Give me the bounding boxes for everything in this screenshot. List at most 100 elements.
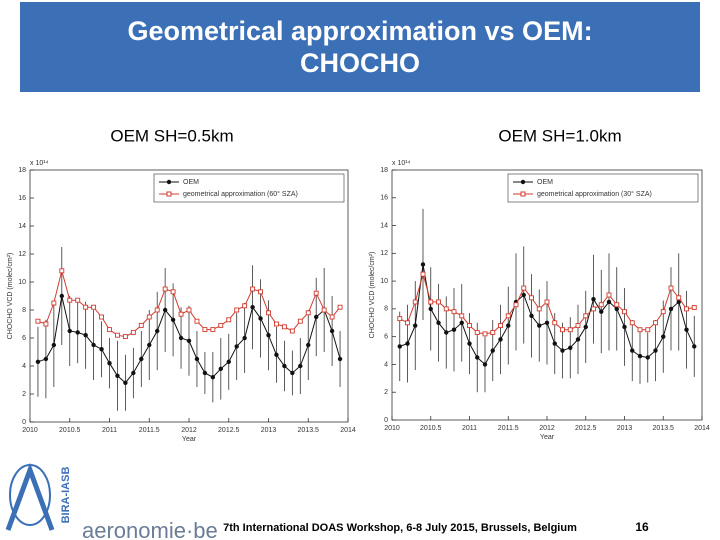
y-tick-label: 8 bbox=[22, 307, 26, 314]
y-axis-label: CHOCHO VCD (molec/cm²) bbox=[369, 252, 376, 339]
y-tick-label: 6 bbox=[384, 334, 388, 341]
x-tick-label: 2013 bbox=[261, 427, 277, 434]
point bbox=[258, 289, 263, 295]
point bbox=[560, 327, 565, 333]
point bbox=[274, 352, 279, 357]
point bbox=[645, 355, 650, 360]
point bbox=[226, 317, 232, 323]
point bbox=[210, 375, 216, 380]
point bbox=[281, 324, 287, 330]
point bbox=[313, 290, 319, 296]
x-tick-label: 2012 bbox=[181, 427, 197, 434]
point bbox=[598, 302, 604, 308]
point bbox=[67, 297, 73, 303]
point bbox=[138, 322, 144, 328]
x-tick-label: 2012.5 bbox=[218, 427, 240, 434]
point bbox=[575, 323, 581, 329]
point bbox=[567, 327, 573, 333]
point bbox=[274, 321, 279, 327]
point bbox=[467, 341, 472, 346]
point bbox=[583, 324, 588, 330]
y-tick-label: 0 bbox=[384, 417, 388, 424]
legend-label: geometrical approximation (30° SZA) bbox=[537, 190, 652, 198]
y-tick-label: 16 bbox=[18, 195, 26, 202]
point bbox=[147, 342, 152, 348]
point bbox=[614, 306, 619, 312]
y-tick-label: 2 bbox=[384, 389, 388, 396]
point bbox=[552, 320, 558, 326]
x-tick-label: 2011.5 bbox=[139, 427, 160, 434]
point bbox=[130, 329, 136, 335]
point bbox=[444, 330, 449, 335]
point bbox=[537, 323, 542, 328]
x-tick-label: 2014 bbox=[340, 427, 356, 434]
point bbox=[258, 316, 263, 321]
point bbox=[194, 318, 200, 324]
y-tick-label: 14 bbox=[18, 223, 26, 230]
point bbox=[35, 318, 41, 324]
y-tick-label: 16 bbox=[380, 195, 388, 202]
point bbox=[266, 333, 271, 338]
legend-marker bbox=[520, 191, 526, 197]
point bbox=[194, 356, 200, 362]
x-tick-label: 2011.5 bbox=[498, 425, 519, 432]
point bbox=[162, 286, 168, 292]
point bbox=[552, 341, 557, 346]
point bbox=[35, 359, 41, 364]
point bbox=[536, 306, 542, 312]
point bbox=[629, 320, 635, 326]
point bbox=[250, 286, 256, 292]
point bbox=[178, 311, 184, 317]
point bbox=[51, 342, 57, 348]
point bbox=[210, 327, 216, 333]
point bbox=[186, 307, 192, 313]
point bbox=[506, 323, 511, 328]
point bbox=[91, 342, 96, 348]
logo: aeronomie·be BIRA-IASB bbox=[5, 462, 218, 540]
point bbox=[606, 299, 612, 305]
point bbox=[661, 334, 666, 339]
point bbox=[436, 320, 441, 325]
point bbox=[575, 337, 581, 342]
point bbox=[405, 341, 410, 346]
legend-marker bbox=[520, 179, 526, 185]
point bbox=[668, 306, 674, 312]
point bbox=[622, 309, 627, 315]
point bbox=[591, 306, 596, 312]
point bbox=[544, 320, 550, 325]
point bbox=[691, 305, 697, 310]
point bbox=[250, 305, 255, 310]
y-tick-label: 2 bbox=[22, 391, 26, 398]
point bbox=[684, 306, 689, 312]
y-tick-label: 18 bbox=[18, 167, 26, 174]
point bbox=[329, 328, 335, 334]
x-axis-label: Year bbox=[540, 434, 555, 441]
point bbox=[692, 344, 697, 349]
point bbox=[59, 268, 65, 274]
point bbox=[155, 328, 160, 334]
point bbox=[329, 314, 335, 320]
point bbox=[405, 320, 410, 326]
point bbox=[521, 292, 526, 298]
point bbox=[599, 309, 604, 314]
y-multiplier: x 10¹⁴ bbox=[30, 160, 49, 167]
point bbox=[122, 334, 128, 340]
legend-box bbox=[153, 173, 345, 203]
y-tick-label: 10 bbox=[380, 278, 388, 285]
point bbox=[428, 306, 433, 312]
point bbox=[591, 296, 596, 302]
point bbox=[413, 323, 418, 328]
point bbox=[544, 299, 550, 305]
title-banner: Geometrical approximation vs OEM: CHOCHO bbox=[20, 2, 700, 92]
x-tick-label: 2010.5 bbox=[420, 425, 442, 432]
point bbox=[123, 380, 128, 385]
point bbox=[170, 317, 176, 322]
x-tick-label: 2014 bbox=[694, 425, 710, 432]
point bbox=[162, 307, 168, 313]
point bbox=[498, 323, 503, 329]
point bbox=[614, 302, 620, 308]
legend-label: geometrical approximation (60° SZA) bbox=[183, 190, 298, 198]
chart-title: OEM SH=1.0km bbox=[498, 126, 621, 145]
y-tick-label: 0 bbox=[22, 419, 26, 426]
